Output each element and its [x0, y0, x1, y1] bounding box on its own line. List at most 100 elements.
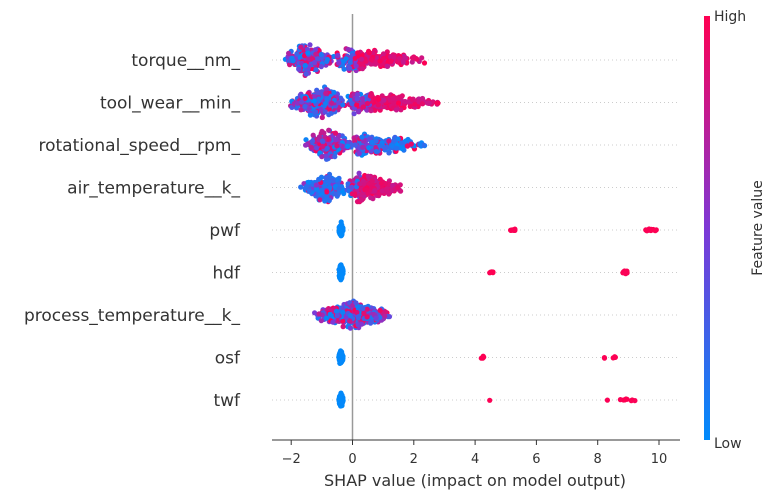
shap-point — [384, 186, 390, 192]
shap-point — [398, 188, 404, 194]
shap-point — [304, 183, 310, 189]
shap-point — [349, 184, 355, 190]
shap-point — [628, 398, 634, 404]
shap-point — [299, 99, 305, 105]
colorbar-high-label: High — [714, 9, 746, 25]
colorbar-low-label: Low — [714, 436, 742, 452]
shap-point — [612, 354, 618, 360]
shap-point — [365, 173, 371, 179]
shap-point — [317, 197, 323, 203]
shap-point — [399, 145, 405, 152]
shap-point — [347, 312, 353, 319]
shap-point — [650, 227, 657, 233]
shap-point — [323, 175, 329, 181]
shap-point — [318, 318, 324, 324]
x-ticks: −2 0 2 4 6 8 10 — [282, 440, 667, 467]
feature-points-tool_wear__min_ — [288, 84, 441, 121]
shap-point — [333, 136, 339, 142]
feature-points-air_temperature__k_ — [298, 170, 404, 205]
shap-point — [311, 98, 317, 104]
shap-point — [324, 96, 330, 102]
shap-point — [340, 309, 346, 315]
shap-point — [314, 56, 321, 62]
shap-point — [305, 179, 311, 186]
feature-points-rotational_speed__rpm_ — [303, 127, 428, 162]
shap-point — [296, 66, 302, 72]
feature-label-process_temperature__k_: process_temperature__k_ — [24, 306, 241, 326]
shap-point — [322, 198, 328, 204]
feature-label-air_temperature__k_: air_temperature__k_ — [67, 179, 240, 199]
shap-point — [326, 127, 332, 133]
shap-point — [303, 142, 309, 148]
shap-point — [364, 314, 370, 320]
shap-point — [393, 107, 399, 113]
shap-point — [319, 138, 325, 144]
shap-point — [395, 100, 402, 106]
shap-point — [313, 67, 319, 73]
shap-point — [308, 144, 314, 150]
shap-point — [604, 397, 611, 403]
shap-point — [396, 55, 403, 61]
shap-point — [377, 307, 383, 313]
shap-point — [354, 102, 360, 108]
shap-point — [352, 191, 358, 197]
shap-point — [511, 227, 517, 233]
shap-point — [378, 180, 384, 186]
shap-point — [368, 195, 374, 201]
shap-point — [373, 144, 379, 151]
x-tick-label: 0 — [348, 452, 356, 467]
shap-point — [360, 104, 366, 110]
shap-point — [617, 397, 624, 403]
shap-point — [480, 354, 486, 360]
shap-point — [356, 150, 362, 157]
shap-point — [395, 184, 401, 191]
x-tick-label: 8 — [594, 452, 602, 467]
shap-point — [359, 66, 366, 72]
shap-point — [318, 51, 324, 58]
shap-point — [319, 187, 325, 193]
shap-point — [351, 111, 357, 117]
shap-point — [412, 101, 418, 107]
feature-label-rotational_speed__rpm_: rotational_speed__rpm_ — [38, 136, 240, 156]
shap-point — [398, 140, 404, 146]
shap-point — [336, 186, 342, 192]
x-tick-label: −2 — [282, 452, 301, 467]
shap-point — [341, 66, 347, 72]
shap-point — [322, 109, 328, 115]
shap-point — [360, 138, 366, 144]
shap-point — [373, 315, 379, 321]
shap-point — [298, 107, 304, 113]
shap-point — [318, 106, 324, 112]
shap-point — [353, 300, 359, 306]
shap-point — [323, 90, 329, 96]
shap-point — [353, 63, 359, 69]
shap-point — [332, 154, 338, 160]
shap-point — [355, 50, 361, 56]
shap-point — [320, 143, 326, 149]
shap-point — [352, 142, 358, 148]
shap-point — [336, 227, 343, 233]
shap-point — [361, 310, 367, 316]
shap-point — [294, 100, 300, 106]
shap-point — [334, 143, 340, 149]
shap-point — [324, 145, 330, 151]
shap-point — [377, 143, 383, 149]
shap-point — [332, 130, 339, 136]
shap-point — [303, 137, 309, 143]
shap-point — [377, 176, 383, 182]
shap-point — [302, 103, 308, 110]
shap-point — [364, 306, 370, 312]
shap-point — [385, 63, 391, 69]
shap-point — [313, 109, 319, 115]
shap-point — [363, 58, 369, 64]
shap-point — [318, 64, 324, 70]
shap-point — [490, 269, 496, 275]
x-axis: −2 0 2 4 6 8 10 SHAP value (impact on model ou… — [272, 439, 680, 490]
shap-point — [347, 318, 353, 324]
shap-point — [396, 94, 402, 100]
shap-point — [368, 320, 374, 326]
shap-point — [366, 145, 372, 151]
shap-point — [369, 139, 375, 145]
shap-point — [487, 397, 493, 403]
feature-points-hdf — [336, 262, 630, 283]
